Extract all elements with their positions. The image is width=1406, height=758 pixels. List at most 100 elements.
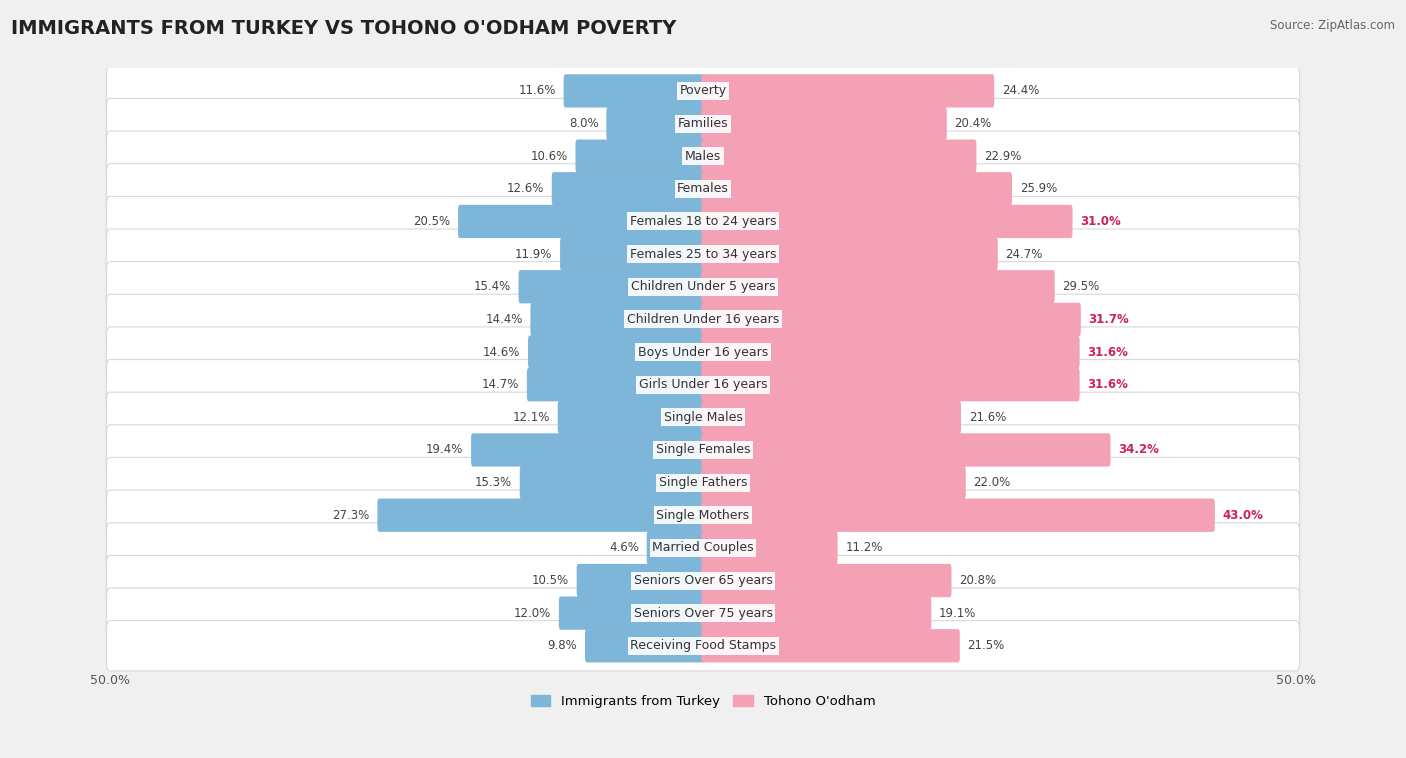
Text: 12.6%: 12.6% (506, 183, 544, 196)
Text: Females 18 to 24 years: Females 18 to 24 years (630, 215, 776, 228)
FancyBboxPatch shape (702, 499, 1215, 532)
Text: Females: Females (678, 183, 728, 196)
FancyBboxPatch shape (107, 359, 1299, 410)
Text: 21.5%: 21.5% (967, 639, 1005, 653)
Text: 24.7%: 24.7% (1005, 248, 1043, 261)
Text: 19.1%: 19.1% (939, 606, 976, 619)
FancyBboxPatch shape (530, 302, 704, 336)
FancyBboxPatch shape (107, 457, 1299, 508)
FancyBboxPatch shape (107, 392, 1299, 443)
FancyBboxPatch shape (558, 401, 704, 434)
FancyBboxPatch shape (107, 131, 1299, 181)
Text: 14.7%: 14.7% (482, 378, 519, 391)
Text: 19.4%: 19.4% (426, 443, 464, 456)
FancyBboxPatch shape (702, 434, 1111, 467)
Text: 22.0%: 22.0% (973, 476, 1011, 489)
Text: Males: Males (685, 149, 721, 163)
FancyBboxPatch shape (107, 294, 1299, 345)
FancyBboxPatch shape (107, 621, 1299, 671)
Text: 20.8%: 20.8% (959, 574, 997, 587)
Legend: Immigrants from Turkey, Tohono O'odham: Immigrants from Turkey, Tohono O'odham (524, 688, 882, 715)
FancyBboxPatch shape (702, 270, 1054, 303)
Text: 31.0%: 31.0% (1080, 215, 1121, 228)
Text: 31.6%: 31.6% (1087, 378, 1128, 391)
FancyBboxPatch shape (702, 74, 994, 108)
Text: 50.0%: 50.0% (90, 674, 129, 687)
FancyBboxPatch shape (702, 139, 976, 173)
FancyBboxPatch shape (702, 531, 838, 565)
Text: 20.4%: 20.4% (955, 117, 991, 130)
Text: Single Mothers: Single Mothers (657, 509, 749, 522)
FancyBboxPatch shape (519, 270, 704, 303)
Text: Single Females: Single Females (655, 443, 751, 456)
Text: Married Couples: Married Couples (652, 541, 754, 554)
FancyBboxPatch shape (107, 164, 1299, 214)
FancyBboxPatch shape (107, 262, 1299, 312)
Text: 43.0%: 43.0% (1223, 509, 1264, 522)
Text: Seniors Over 65 years: Seniors Over 65 years (634, 574, 772, 587)
Text: Girls Under 16 years: Girls Under 16 years (638, 378, 768, 391)
Text: 9.8%: 9.8% (547, 639, 578, 653)
FancyBboxPatch shape (702, 172, 1012, 205)
FancyBboxPatch shape (702, 107, 946, 140)
Text: 15.4%: 15.4% (474, 280, 510, 293)
FancyBboxPatch shape (702, 335, 1080, 368)
Text: 12.0%: 12.0% (515, 606, 551, 619)
FancyBboxPatch shape (107, 66, 1299, 116)
FancyBboxPatch shape (107, 99, 1299, 149)
Text: 27.3%: 27.3% (332, 509, 370, 522)
FancyBboxPatch shape (702, 401, 960, 434)
FancyBboxPatch shape (107, 556, 1299, 606)
FancyBboxPatch shape (560, 237, 704, 271)
Text: 11.9%: 11.9% (515, 248, 553, 261)
FancyBboxPatch shape (107, 588, 1299, 638)
FancyBboxPatch shape (647, 531, 704, 565)
Text: 22.9%: 22.9% (984, 149, 1022, 163)
Text: Poverty: Poverty (679, 84, 727, 98)
Text: 31.6%: 31.6% (1087, 346, 1128, 359)
FancyBboxPatch shape (576, 564, 704, 597)
Text: 12.1%: 12.1% (513, 411, 550, 424)
FancyBboxPatch shape (107, 196, 1299, 246)
FancyBboxPatch shape (107, 523, 1299, 573)
Text: Receiving Food Stamps: Receiving Food Stamps (630, 639, 776, 653)
FancyBboxPatch shape (575, 139, 704, 173)
Text: Females 25 to 34 years: Females 25 to 34 years (630, 248, 776, 261)
Text: 8.0%: 8.0% (569, 117, 599, 130)
Text: 50.0%: 50.0% (1277, 674, 1316, 687)
FancyBboxPatch shape (520, 466, 704, 500)
FancyBboxPatch shape (564, 74, 704, 108)
Text: 20.5%: 20.5% (413, 215, 450, 228)
FancyBboxPatch shape (529, 335, 704, 368)
FancyBboxPatch shape (702, 629, 960, 662)
Text: 10.6%: 10.6% (530, 149, 568, 163)
Text: 15.3%: 15.3% (475, 476, 512, 489)
FancyBboxPatch shape (558, 597, 704, 630)
Text: Single Fathers: Single Fathers (659, 476, 747, 489)
Text: 11.2%: 11.2% (845, 541, 883, 554)
Text: 11.6%: 11.6% (519, 84, 555, 98)
Text: 34.2%: 34.2% (1118, 443, 1159, 456)
FancyBboxPatch shape (702, 564, 952, 597)
Text: Families: Families (678, 117, 728, 130)
FancyBboxPatch shape (702, 466, 966, 500)
FancyBboxPatch shape (702, 597, 931, 630)
Text: Source: ZipAtlas.com: Source: ZipAtlas.com (1270, 19, 1395, 32)
FancyBboxPatch shape (107, 229, 1299, 279)
FancyBboxPatch shape (702, 368, 1080, 401)
FancyBboxPatch shape (377, 499, 704, 532)
FancyBboxPatch shape (527, 368, 704, 401)
Text: Children Under 5 years: Children Under 5 years (631, 280, 775, 293)
FancyBboxPatch shape (702, 237, 998, 271)
FancyBboxPatch shape (585, 629, 704, 662)
Text: Seniors Over 75 years: Seniors Over 75 years (634, 606, 772, 619)
Text: 4.6%: 4.6% (609, 541, 638, 554)
Text: 21.6%: 21.6% (969, 411, 1007, 424)
Text: 24.4%: 24.4% (1002, 84, 1039, 98)
FancyBboxPatch shape (107, 490, 1299, 540)
Text: 29.5%: 29.5% (1063, 280, 1099, 293)
FancyBboxPatch shape (107, 424, 1299, 475)
FancyBboxPatch shape (551, 172, 704, 205)
FancyBboxPatch shape (471, 434, 704, 467)
Text: 25.9%: 25.9% (1019, 183, 1057, 196)
